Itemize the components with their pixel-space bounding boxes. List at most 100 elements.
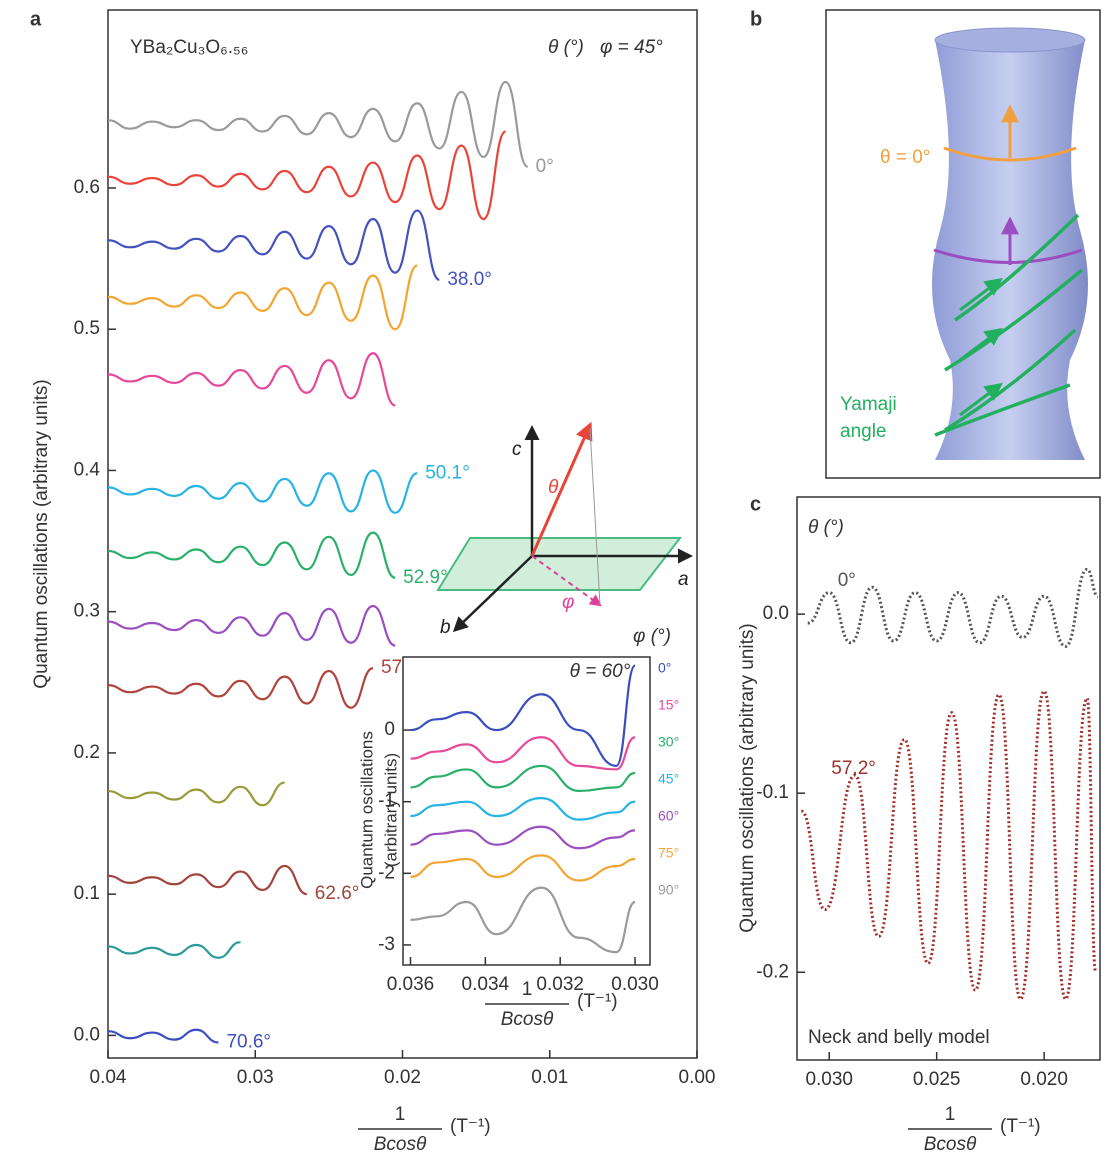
x-tick-label: 0.034 (462, 974, 510, 995)
series-line (107, 864, 308, 896)
series-line (107, 604, 396, 647)
y-tick-label: 0 (384, 719, 395, 740)
ring-label: θ = 0° (880, 147, 930, 168)
panel-label: a (30, 8, 42, 30)
annotation: φ (°) (633, 626, 671, 647)
x-label-unit: (T⁻¹) (1000, 1116, 1041, 1137)
axis-letter: φ (562, 592, 574, 613)
series-label: 62.6° (315, 883, 360, 904)
x-tick-label: 0.025 (913, 1069, 961, 1090)
panel-label: b (750, 8, 762, 30)
series-line (410, 764, 636, 793)
axis-letter: c (512, 439, 522, 460)
x-tick-label: 0.04 (90, 1067, 127, 1088)
series-line (107, 781, 285, 807)
x-tick-label: 0.030 (611, 974, 659, 995)
yamaji-label: Yamaji (840, 394, 897, 415)
series-line (410, 854, 636, 882)
axis-b (452, 555, 533, 633)
y-tick-label: 0.4 (74, 459, 101, 480)
series-line (800, 689, 1098, 1001)
y-tick-label: -3 (378, 934, 395, 955)
annotation: θ (°) (808, 517, 844, 538)
plot-frame (796, 496, 1101, 1061)
series-line (107, 1028, 219, 1044)
plane (436, 537, 683, 591)
x-tick-label: 0.01 (531, 1067, 568, 1088)
x-tick-label: 0.032 (536, 974, 584, 995)
series-line (107, 264, 418, 331)
annotation: θ = 60° (570, 661, 631, 682)
x-label-denominator: Bcosθ (501, 1009, 554, 1030)
y-axis-label: Quantum oscillations (357, 731, 376, 889)
y-tick-label: -1 (378, 791, 395, 812)
x-label-numerator: 1 (945, 1104, 956, 1125)
series-line (410, 736, 636, 771)
x-tick-label: 0.00 (679, 1067, 716, 1088)
y-tick-label: -0.1 (756, 782, 789, 803)
yamaji-label: angle (840, 421, 887, 442)
series-label: 57.2° (831, 758, 876, 779)
y-tick-label: 0.2 (74, 742, 100, 763)
x-tick-label: 0.036 (387, 974, 435, 995)
series-line (107, 941, 241, 959)
panel-label: c (750, 493, 761, 515)
x-label-denominator: Bcosθ (924, 1134, 977, 1155)
y-tick-label: 0.1 (74, 883, 100, 904)
x-tick-label: 0.03 (237, 1067, 274, 1088)
chart: 0 -1 -2 -3 0.036 0.034 0.032 0.030 0° 15° 30° 45° 60… (357, 626, 679, 1030)
axis-letter: b (440, 617, 451, 638)
series-label: 0° (536, 156, 554, 177)
series-label: 70.6° (226, 1031, 271, 1052)
series-line (107, 352, 396, 407)
fermi-surface-diagram: θ = 0° Yamaji angle (825, 9, 1101, 479)
annotation: YBa₂Cu₃O₆.₅₆ (130, 37, 248, 58)
series-label: 15° (658, 697, 679, 713)
series-line (410, 664, 637, 767)
series-label: 0° (838, 570, 856, 591)
x-label-denominator: Bcosθ (374, 1134, 427, 1155)
annotation: Neck and belly model (808, 1027, 990, 1048)
annotation: φ = 45° (600, 37, 663, 58)
series-line (410, 797, 636, 821)
series-label: 50.1° (425, 462, 470, 483)
series-line (410, 886, 636, 954)
y-tick-label: 0.6 (74, 177, 100, 198)
series-line (107, 209, 440, 281)
axes-sketch: c θ a b φ (436, 421, 693, 638)
series-line (107, 531, 396, 579)
series-label: 0° (658, 660, 671, 676)
series-label: 38.0° (447, 269, 492, 290)
y-axis-label: Quantum oscillations (arbitrary units) (31, 379, 52, 688)
field (530, 421, 593, 557)
series-label: 45° (658, 771, 679, 787)
x-tick-label: 0.02 (384, 1067, 421, 1088)
series-line (107, 469, 418, 514)
x-label-numerator: 1 (522, 979, 533, 1000)
series-line (107, 80, 529, 168)
chart: 0.0 -0.1 -0.2 0.030 0.025 0.020 0° 57.2° θ (°) Ne… (737, 496, 1101, 1155)
y-tick-label: -2 (378, 862, 395, 883)
x-label-numerator: 1 (395, 1104, 406, 1125)
series-label: 30° (658, 734, 679, 750)
y-tick-label: 0.0 (74, 1024, 100, 1045)
y-tick-label: 0.5 (74, 318, 100, 339)
series-label: 75° (658, 845, 679, 861)
series-label: 52.9° (403, 567, 448, 588)
annotation: θ (°) (548, 37, 584, 58)
y-axis-label: (arbitrary units) (381, 753, 400, 867)
series-label: 60° (658, 808, 679, 824)
x-tick-label: 0.020 (1020, 1069, 1068, 1090)
axis-letter: a (678, 569, 689, 590)
series-line (807, 567, 1099, 648)
y-tick-label: 0.0 (763, 603, 789, 624)
series-line (107, 667, 374, 709)
series-line (410, 825, 636, 850)
y-tick-label: 0.3 (74, 601, 100, 622)
series-label: 90° (658, 882, 679, 898)
y-axis-label: Quantum oscillations (arbitrary units) (737, 623, 758, 932)
x-tick-label: 0.030 (805, 1069, 853, 1090)
series-line (107, 130, 507, 221)
y-tick-label: -0.2 (756, 961, 789, 982)
